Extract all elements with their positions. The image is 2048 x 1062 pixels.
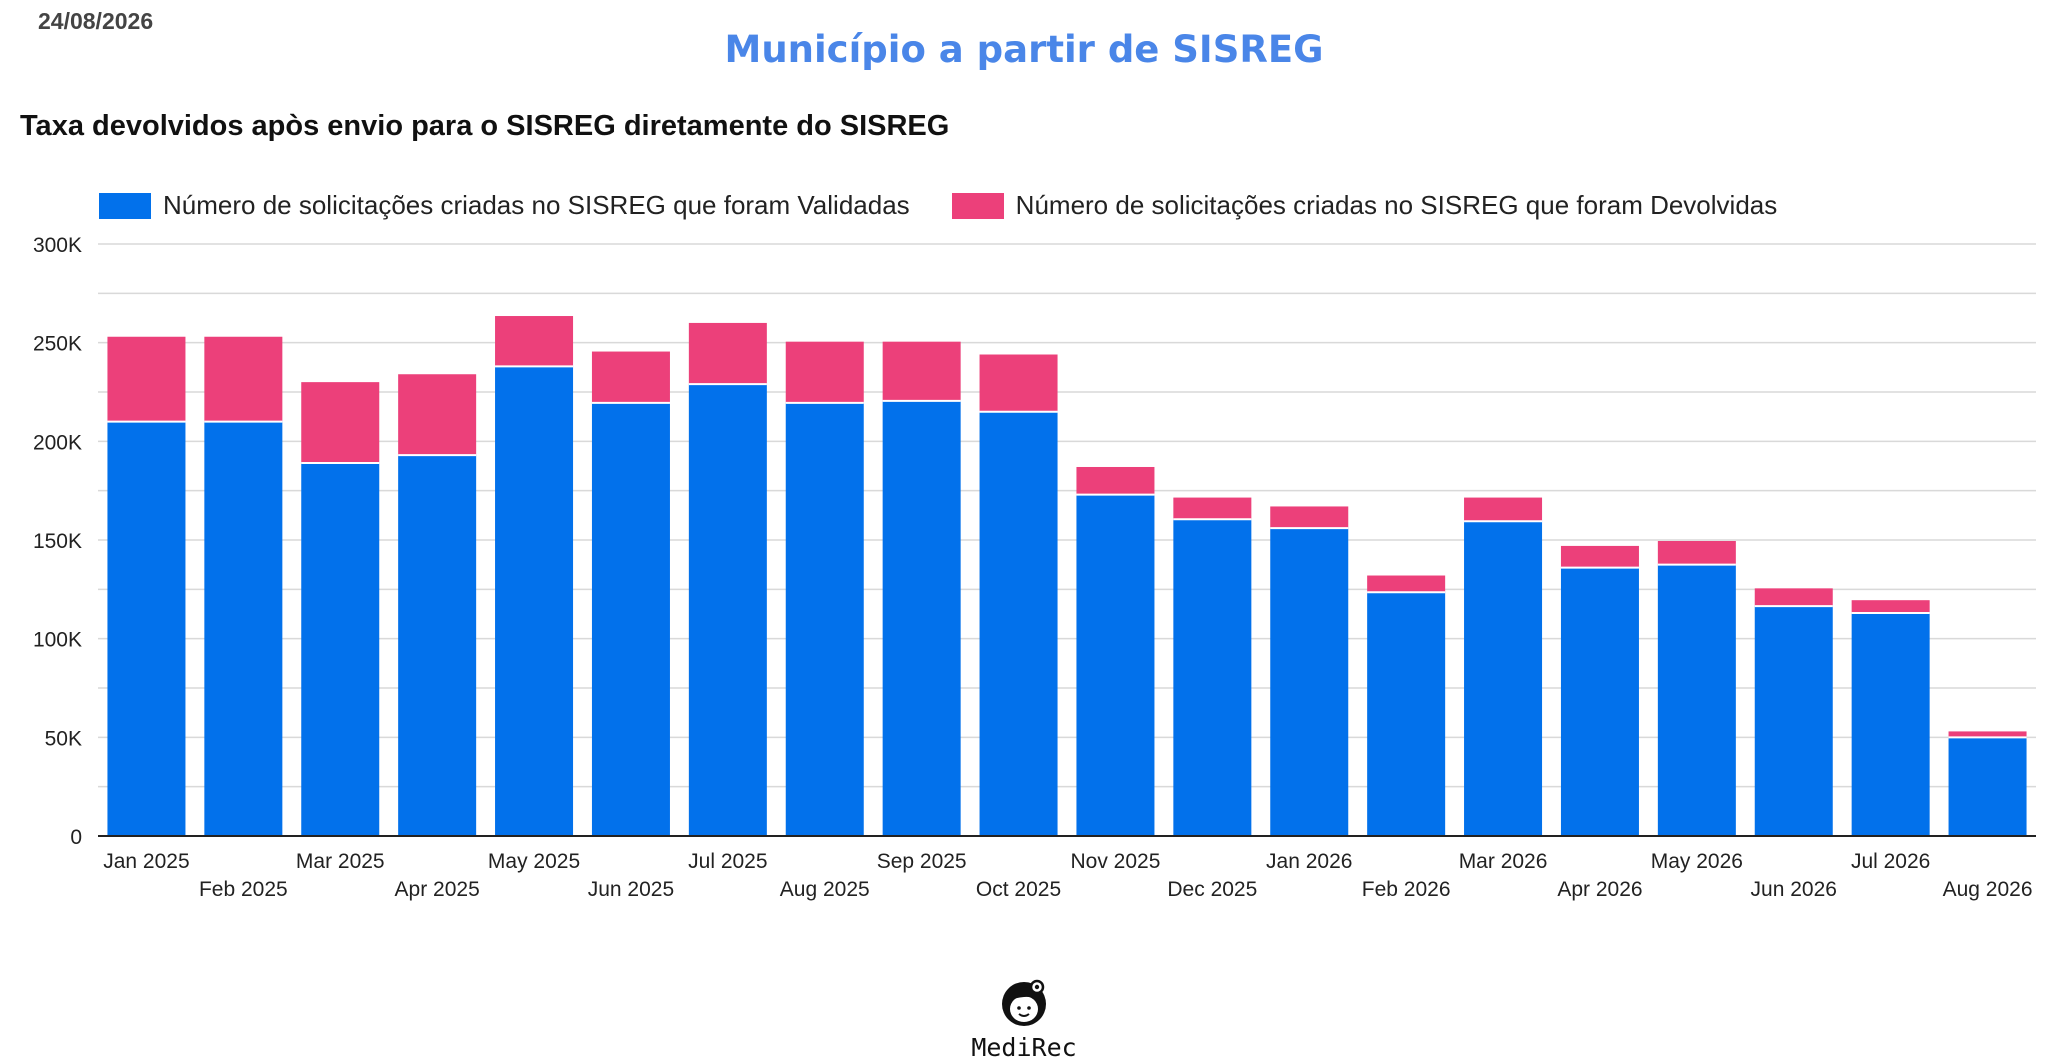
bar-devolvidas[interactable] xyxy=(688,322,767,385)
bar-devolvidas[interactable] xyxy=(1754,588,1833,607)
bar-devolvidas[interactable] xyxy=(204,336,283,422)
bar-devolvidas[interactable] xyxy=(1464,497,1543,522)
bar-validadas[interactable] xyxy=(785,402,864,836)
bar-devolvidas[interactable] xyxy=(785,341,864,403)
bar-validadas[interactable] xyxy=(398,455,477,836)
chart-legend: Número de solicitações criadas no SISREG… xyxy=(99,190,1819,221)
x-tick-label: May 2026 xyxy=(1651,850,1743,873)
legend-item-validadas[interactable]: Número de solicitações criadas no SISREG… xyxy=(99,190,910,221)
bar-validadas[interactable] xyxy=(1560,567,1639,836)
bar-devolvidas[interactable] xyxy=(1076,466,1155,495)
x-tick-label: Sep 2025 xyxy=(877,850,967,873)
bar-devolvidas[interactable] xyxy=(1270,506,1349,529)
bar-validadas[interactable] xyxy=(1754,606,1833,836)
bar-validadas[interactable] xyxy=(688,384,767,836)
x-tick-label: Aug 2025 xyxy=(780,878,870,901)
doctor-face-icon xyxy=(1002,979,1046,1026)
bar-validadas[interactable] xyxy=(1851,613,1930,836)
legend-item-devolvidas[interactable]: Número de solicitações criadas no SISREG… xyxy=(951,190,1778,221)
x-tick-label: Jul 2025 xyxy=(688,850,767,873)
bar-devolvidas[interactable] xyxy=(979,354,1058,412)
bar-validadas[interactable] xyxy=(301,463,380,836)
bar-devolvidas[interactable] xyxy=(591,351,670,403)
x-tick-label: Nov 2025 xyxy=(1070,850,1160,873)
legend-swatch-devolvidas xyxy=(951,192,1004,219)
page-title: Município a partir de SISREG xyxy=(724,28,1324,71)
bar-layer xyxy=(107,316,2027,836)
y-tick-label: 100K xyxy=(33,629,82,652)
x-tick-label: Jul 2026 xyxy=(1851,850,1930,873)
bar-devolvidas[interactable] xyxy=(1657,540,1736,565)
axis-layer: 0 50K 100K 150K 200K 250K 300K Jan 2025 Feb 2025… xyxy=(33,234,2036,901)
legend-label-validadas: Número de solicitações criadas no SISREG… xyxy=(163,190,910,220)
y-tick-label: 300K xyxy=(33,234,82,257)
legend-label-devolvidas: Número de solicitações criadas no SISREG… xyxy=(1015,190,1778,220)
bar-validadas[interactable] xyxy=(1367,592,1446,836)
bar-validadas[interactable] xyxy=(591,402,670,836)
bar-validadas[interactable] xyxy=(495,366,574,836)
bar-validadas[interactable] xyxy=(1657,564,1736,836)
x-tick-label: Mar 2025 xyxy=(296,850,385,873)
bar-validadas[interactable] xyxy=(107,421,186,836)
x-tick-label: Dec 2025 xyxy=(1167,878,1257,901)
y-tick-label: 250K xyxy=(33,333,82,356)
medirec-logo: MediRec xyxy=(964,978,1084,1062)
x-tick-label: Jan 2026 xyxy=(1266,850,1352,873)
bar-validadas[interactable] xyxy=(1464,521,1543,836)
x-tick-label: Feb 2026 xyxy=(1362,878,1451,901)
x-tick-label: May 2025 xyxy=(488,850,580,873)
grid-layer xyxy=(98,243,2036,788)
y-tick-label: 0 xyxy=(70,826,82,849)
x-tick-label: Apr 2026 xyxy=(1557,878,1642,901)
x-tick-label: Jun 2026 xyxy=(1751,878,1837,901)
y-tick-label: 150K xyxy=(33,530,82,553)
x-tick-label: Jun 2025 xyxy=(588,878,674,901)
bar-validadas[interactable] xyxy=(882,400,961,836)
x-tick-label: Jan 2025 xyxy=(103,850,189,873)
report-date: 24/08/2026 xyxy=(38,8,154,34)
bar-validadas[interactable] xyxy=(1948,737,2027,836)
bar-devolvidas[interactable] xyxy=(1173,497,1252,520)
bar-devolvidas[interactable] xyxy=(107,336,186,422)
bar-devolvidas[interactable] xyxy=(1367,575,1446,593)
bar-devolvidas[interactable] xyxy=(398,374,477,456)
bar-devolvidas[interactable] xyxy=(1948,731,2027,738)
chart-title: Taxa devolvidos apòs envio para o SISREG… xyxy=(20,110,950,142)
logo-name: MediRec xyxy=(971,1033,1077,1062)
bar-validadas[interactable] xyxy=(979,411,1058,836)
bar-devolvidas[interactable] xyxy=(301,382,380,464)
x-tick-label: Feb 2025 xyxy=(199,878,288,901)
bar-validadas[interactable] xyxy=(1076,494,1155,836)
bar-validadas[interactable] xyxy=(204,421,283,836)
bar-validadas[interactable] xyxy=(1173,519,1252,836)
y-tick-label: 200K xyxy=(33,431,82,454)
x-tick-label: Aug 2026 xyxy=(1943,878,2033,901)
x-tick-label: Mar 2026 xyxy=(1459,850,1548,873)
bar-validadas[interactable] xyxy=(1270,528,1349,836)
y-tick-label: 50K xyxy=(45,727,82,750)
bar-devolvidas[interactable] xyxy=(1851,600,1930,614)
bar-devolvidas[interactable] xyxy=(882,341,961,401)
x-tick-label: Apr 2025 xyxy=(395,878,480,901)
bar-devolvidas[interactable] xyxy=(495,316,574,367)
bar-devolvidas[interactable] xyxy=(1560,545,1639,568)
legend-swatch-validadas xyxy=(99,192,151,219)
x-tick-label: Oct 2025 xyxy=(976,878,1061,901)
